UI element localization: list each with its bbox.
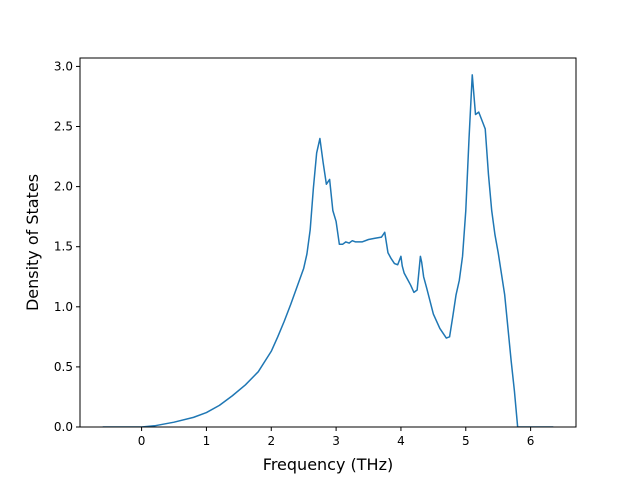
y-axis-label: Density of States [23, 174, 42, 311]
x-tick-label: 1 [203, 434, 211, 448]
x-tick-label: 4 [397, 434, 405, 448]
y-tick-label: 1.5 [54, 240, 73, 254]
x-tick-label: 5 [462, 434, 470, 448]
x-axis-ticks: 0 1 2 3 4 5 6 [138, 427, 535, 448]
y-tick-label: 0.0 [54, 420, 73, 434]
y-tick-label: 3.0 [54, 59, 73, 73]
y-tick-label: 1.0 [54, 300, 73, 314]
plot-area [102, 74, 554, 427]
y-tick-label: 2.0 [54, 180, 73, 194]
y-axis-ticks: 0.0 0.5 1.0 1.5 2.0 2.5 3.0 [54, 59, 80, 434]
x-tick-label: 2 [267, 434, 275, 448]
x-axis-label: Frequency (THz) [263, 455, 393, 474]
y-tick-label: 0.5 [54, 360, 73, 374]
x-tick-label: 3 [332, 434, 340, 448]
axes-frame [79, 57, 577, 428]
x-tick-label: 0 [138, 434, 146, 448]
x-tick-label: 6 [527, 434, 535, 448]
dos-series-line [102, 74, 554, 427]
y-tick-label: 2.5 [54, 120, 73, 134]
